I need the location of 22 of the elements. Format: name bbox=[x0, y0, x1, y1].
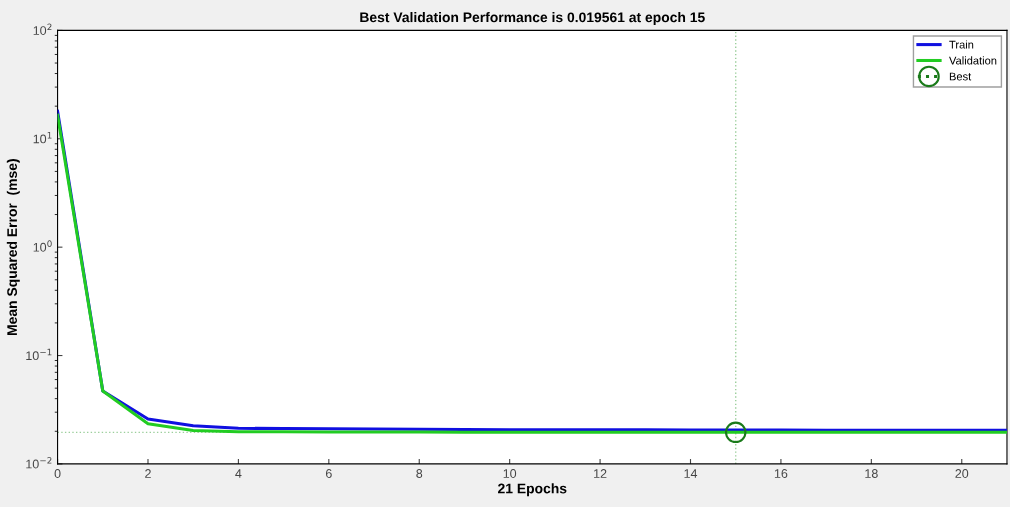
x-tick-label: 0 bbox=[54, 469, 61, 478]
x-tick-label: 20 bbox=[955, 469, 969, 478]
legend-label: Best bbox=[949, 72, 972, 81]
x-tick-label: 18 bbox=[865, 469, 878, 478]
y-tick-label: 10$^{0}$ bbox=[33, 240, 52, 252]
x-tick-label: 16 bbox=[774, 469, 788, 478]
y-tick-label: 10$^{−1}$ bbox=[26, 348, 52, 361]
x-tick-label: 6 bbox=[325, 469, 332, 478]
y-axis-title: Mean Squared Error (mse) bbox=[6, 159, 20, 335]
x-axis-title: 21 Epochs bbox=[498, 483, 567, 497]
x-tick-label: 2 bbox=[145, 469, 151, 478]
x-tick-label: 8 bbox=[416, 469, 423, 478]
x-tick-label: 10 bbox=[503, 469, 517, 478]
y-tick-label: 10$^{1}$ bbox=[33, 132, 52, 144]
legend-label: Train bbox=[949, 40, 974, 49]
y-tick-label: 10$^{2}$ bbox=[33, 23, 52, 35]
y-tick-label: 10$^{−2}$ bbox=[26, 457, 52, 469]
legend-label: Validation bbox=[949, 56, 997, 65]
x-tick-label: 14 bbox=[684, 469, 698, 478]
x-tick-label: 4 bbox=[235, 469, 242, 478]
x-tick-label: 12 bbox=[594, 469, 607, 478]
chart-title: Best Validation Performance is 0.019561 at epoch 15 bbox=[360, 12, 705, 25]
